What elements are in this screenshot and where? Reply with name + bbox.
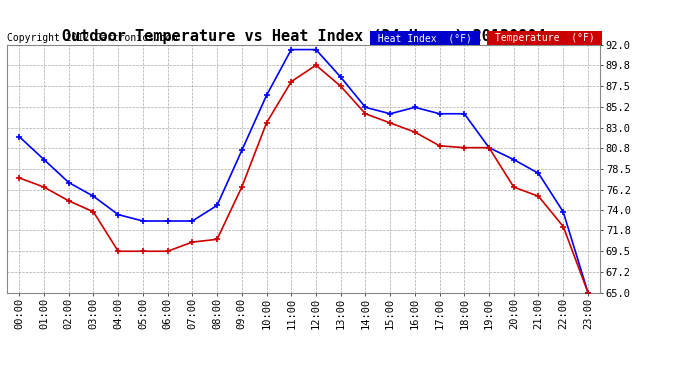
Text: Heat Index  (°F): Heat Index (°F): [372, 33, 478, 43]
Title: Outdoor Temperature vs Heat Index (24 Hours) 20120904: Outdoor Temperature vs Heat Index (24 Ho…: [62, 29, 545, 44]
Text: Copyright 2012 Cartronics.com: Copyright 2012 Cartronics.com: [7, 33, 177, 42]
Text: Temperature  (°F): Temperature (°F): [489, 33, 600, 43]
